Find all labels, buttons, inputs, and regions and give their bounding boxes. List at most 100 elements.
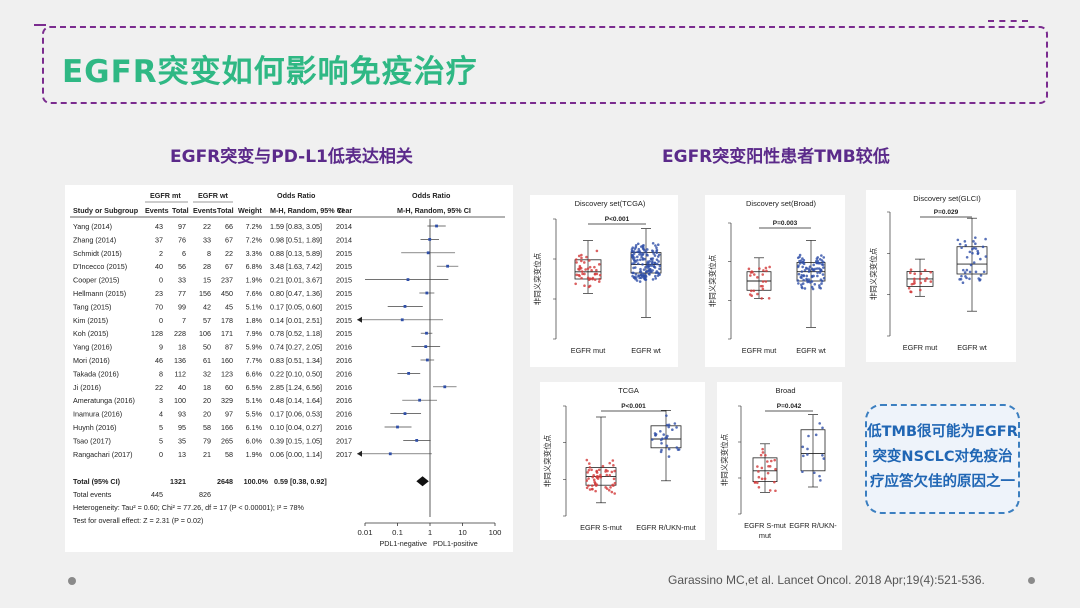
- total-wt: 2648: [217, 477, 233, 486]
- data-point: [821, 426, 824, 430]
- study-label: Rangachari (2017): [73, 450, 133, 459]
- data-point: [608, 473, 612, 477]
- study-label: Inamura (2016): [73, 410, 122, 419]
- data-point: [590, 487, 594, 491]
- data-point: [586, 276, 590, 280]
- study-label: Koh (2015): [73, 329, 109, 338]
- data-point: [913, 279, 916, 283]
- odds-ratio-ci: 1.59 [0.83, 3.05]: [270, 222, 322, 231]
- data-point: [635, 255, 639, 259]
- data-point: [757, 475, 761, 479]
- data-point: [588, 265, 592, 269]
- study-label: Hellmann (2015): [73, 289, 126, 298]
- data-point: [814, 260, 818, 263]
- data-point: [813, 471, 816, 475]
- data-point: [816, 274, 819, 278]
- data-point: [750, 270, 754, 273]
- year: 2015: [336, 289, 352, 298]
- data-point: [642, 268, 646, 271]
- panel-title: Broad: [775, 386, 795, 395]
- odds-ratio-ci: 0.14 [0.01, 2.51]: [270, 316, 322, 325]
- data-point: [752, 273, 756, 276]
- study-label: Tsao (2017): [73, 436, 111, 445]
- total-wt: 265: [221, 436, 233, 445]
- data-point: [748, 293, 752, 296]
- data-point: [655, 246, 658, 250]
- data-point: [650, 270, 653, 274]
- data-point: [971, 251, 974, 255]
- x-tick-label: 10: [458, 528, 467, 537]
- data-point: [822, 457, 826, 460]
- data-point: [923, 279, 927, 283]
- data-point: [597, 468, 601, 472]
- total-wt: 178: [221, 316, 233, 325]
- weight: 6.5%: [246, 383, 263, 392]
- data-point: [816, 256, 820, 259]
- point-estimate: [406, 278, 410, 281]
- point-estimate: [443, 385, 447, 389]
- data-point: [585, 479, 589, 482]
- data-point: [636, 262, 640, 265]
- data-point: [650, 264, 654, 267]
- data-point: [968, 250, 972, 254]
- data-point: [593, 278, 597, 281]
- data-point: [644, 278, 648, 281]
- data-point: [752, 289, 756, 293]
- or-header: Odds Ratio: [412, 191, 451, 200]
- data-point: [773, 480, 776, 484]
- frame-accent: [988, 20, 1028, 22]
- study-label: Schmidt (2015): [73, 249, 122, 258]
- axis-label-right: PDL1-positive: [433, 539, 478, 548]
- category-label: EGFR R/UKN-mut: [636, 523, 696, 532]
- data-point: [593, 272, 597, 276]
- data-point: [757, 470, 760, 473]
- point-estimate: [415, 439, 419, 442]
- odds-ratio-ci: 0.17 [0.06, 0.53]: [270, 410, 322, 419]
- point-estimate: [407, 372, 411, 375]
- data-point: [963, 240, 967, 243]
- data-point: [816, 271, 819, 274]
- data-point: [982, 270, 986, 274]
- data-point: [639, 245, 643, 248]
- data-point: [638, 258, 642, 262]
- total-events-wt: 826: [199, 490, 211, 499]
- data-point: [760, 477, 764, 481]
- data-point: [925, 277, 929, 280]
- data-point: [818, 286, 821, 289]
- data-point: [638, 270, 642, 274]
- data-point: [764, 280, 768, 283]
- odds-ratio-ci: 0.74 [0.27, 2.05]: [270, 343, 322, 352]
- citation: Garassino MC,et al. Lancet Oncol. 2018 A…: [668, 573, 985, 587]
- data-point: [774, 489, 777, 493]
- study-label: D'Incecco (2015): [73, 262, 127, 271]
- tmb-panel-broad-subtype: Broad 非同义突变位点 P=0.042 EGFR S-mut EGFR R/UKN-…: [717, 382, 842, 550]
- total-label: Total (95% CI): [73, 477, 121, 486]
- total-events-mt: 445: [151, 490, 163, 499]
- conclusion-callout: 低TMB很可能为EGFR 突变NSCLC对免疫治 疗应答欠佳的原因之一: [865, 404, 1020, 514]
- data-point: [654, 433, 657, 437]
- data-point: [631, 271, 634, 275]
- category-label: EGFR wt: [631, 346, 661, 355]
- data-point: [644, 266, 647, 269]
- data-point: [756, 481, 759, 485]
- weight: 7.9%: [246, 329, 263, 338]
- total-mt: 1321: [170, 477, 186, 486]
- data-point: [913, 281, 916, 285]
- data-point: [821, 454, 824, 457]
- data-point: [578, 264, 582, 268]
- data-point: [646, 262, 649, 265]
- events-wt: 20: [203, 396, 211, 405]
- data-point: [796, 256, 800, 260]
- data-point: [631, 262, 634, 265]
- data-point: [665, 414, 668, 417]
- data-point: [813, 267, 817, 271]
- box: [752, 457, 778, 482]
- data-point: [807, 278, 811, 281]
- data-point: [797, 272, 801, 276]
- data-point: [817, 261, 820, 265]
- events-mt: 4: [159, 410, 163, 419]
- total-mt: 40: [178, 383, 186, 392]
- total-wt: 329: [221, 396, 233, 405]
- column-header: Year: [337, 206, 352, 215]
- data-point: [575, 261, 578, 264]
